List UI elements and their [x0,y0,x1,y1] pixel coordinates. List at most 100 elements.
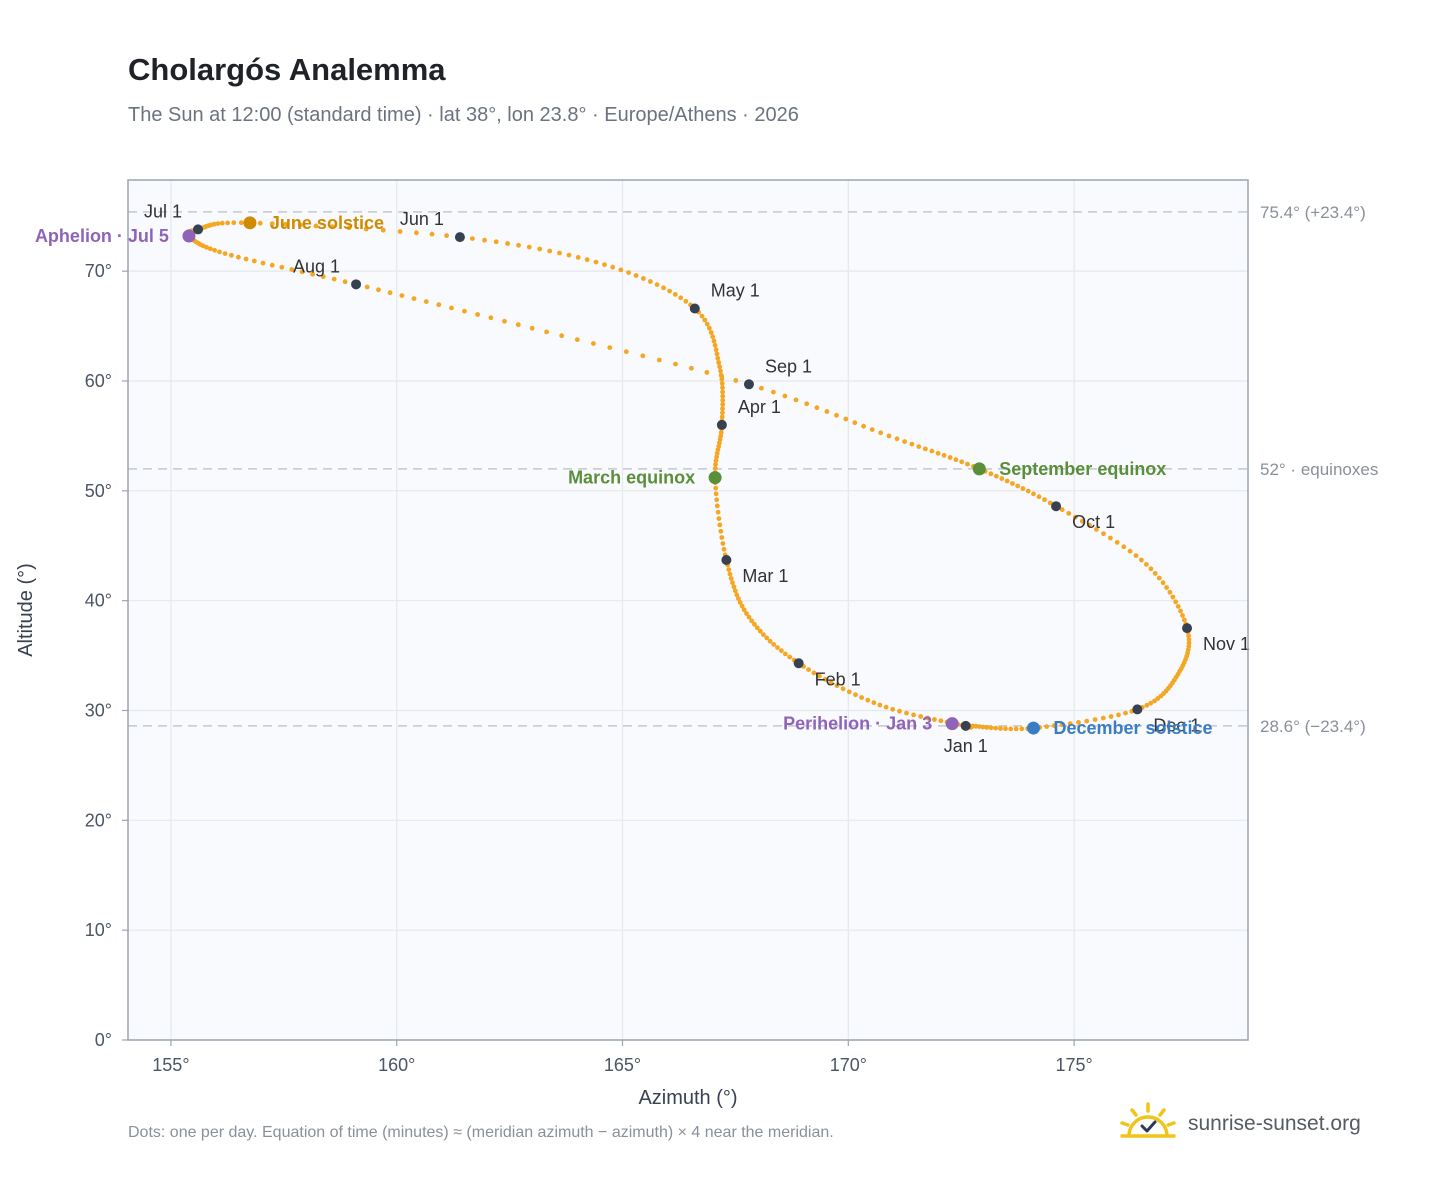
daily-sun-dot [739,603,745,609]
month-marker-label: Jul 1 [144,201,182,221]
daily-sun-dot [219,220,225,226]
daily-sun-dot [376,287,381,293]
daily-sun-dot [363,226,369,232]
daily-sun-dot [444,233,449,239]
daily-sun-dot [712,466,718,471]
daily-sun-dot [916,444,922,449]
month-marker-label: Oct 1 [1072,512,1115,532]
daily-sun-dot [980,724,986,730]
month-marker-label: Mar 1 [742,566,788,586]
month-marker-label: Dec 1 [1153,715,1200,735]
daily-sun-dot [726,567,732,572]
daily-sun-dot [932,717,937,722]
daily-sun-dot [886,433,892,439]
daily-sun-dot [557,250,562,256]
daily-sun-dot [719,414,725,420]
daily-sun-dot [720,541,726,546]
daily-sun-dot [1152,571,1158,576]
daily-sun-dot [610,264,616,270]
daily-sun-dot [236,254,241,260]
daily-sun-dot [994,473,999,479]
daily-sun-dot [718,368,723,374]
daily-sun-dot [1156,575,1162,581]
daily-sun-dot [869,427,875,432]
daily-sun-dot [749,618,754,624]
daily-sun-dot [1180,613,1185,618]
y-tick-label: 0° [95,1030,112,1050]
daily-sun-dot [1167,589,1173,595]
daily-sun-dot [713,485,719,491]
daily-sun-dot [716,360,722,365]
y-axis-title: Altitude (°) [15,563,37,657]
daily-sun-dot [721,546,727,552]
daily-sun-dot [1059,722,1065,728]
daily-sun-dot [782,393,788,399]
daily-sun-dot [641,276,646,281]
daily-sun-dot [559,333,565,339]
daily-sun-dot [516,242,521,248]
analemma-curve [184,220,1192,732]
daily-sun-dot [505,241,510,246]
daily-sun-dot [999,476,1005,481]
daily-sun-dot [1148,566,1154,572]
plot-border [127,179,1249,1041]
daily-sun-dot [843,416,849,422]
daily-sun-dot [222,251,228,256]
daily-sun-dot [1031,491,1036,497]
daily-sun-dot [737,600,743,605]
daily-sun-dot [787,654,793,660]
footnote: Dots: one per day. Equation of time (min… [128,1124,834,1141]
month-marker-label: Sep 1 [765,356,812,376]
daily-sun-dot [1067,721,1073,726]
daily-sun-dot [1116,712,1121,718]
daily-sun-dot [1186,633,1191,639]
daily-sun-dot [584,257,590,263]
daily-sun-dot [699,313,705,319]
event-marker-label: December solstice [1053,718,1212,738]
daily-sun-dot [707,325,712,331]
event-marker-label: September equinox [999,459,1166,479]
daily-sun-dot [640,353,646,359]
daily-sun-dot [764,635,770,641]
daily-sun-dot [251,258,257,264]
daily-sun-dot [257,220,263,226]
daily-sun-dot [909,441,915,447]
daily-sun-dot [633,273,639,278]
daily-sun-dot [1170,594,1176,600]
daily-sun-dot [1178,608,1183,614]
event-marker-dot [972,462,986,476]
daily-sun-dot [397,229,403,234]
daily-sun-dot [714,497,720,503]
daily-sun-dot [1127,548,1133,554]
daily-sun-dot [591,341,596,346]
daily-sun-dot [714,454,719,460]
daily-sun-dot [783,651,788,657]
daily-sun-dot [708,330,714,335]
daily-sun-dot [667,288,672,294]
daily-sun-dot [713,458,719,463]
daily-sun-dot [720,393,726,399]
reference-line-label: 52° · equinoxes [1260,460,1378,479]
daily-sun-dot [728,576,734,581]
daily-sun-dot [515,322,521,328]
daily-sun-dot [771,642,777,647]
daily-sun-dot [711,338,717,344]
daily-sun-dot [1015,483,1021,489]
daily-sun-dot [897,708,902,714]
daily-sun-dot [623,349,629,355]
month-markers: Jan 1 Feb 1 Mar 1 Apr 1 May 1 Jun 1 Jul 1 Aug 1… [144,201,1250,755]
daily-sun-dot [488,315,494,321]
x-tick-label: 170° [830,1055,867,1075]
daily-sun-dot [834,683,840,689]
event-marker-label: June solstice [270,213,384,233]
event-marker-dot [243,216,257,230]
daily-sun-dot [1092,717,1098,722]
y-tick-label: 50° [85,481,112,501]
daily-sun-dot [746,614,752,620]
brand-link[interactable]: sunrise-sunset.org [1120,1101,1361,1146]
daily-sun-dot [654,282,660,287]
chart-title: Cholargós Analemma [128,52,446,87]
daily-sun-dot [757,628,763,634]
daily-sun-dot [702,317,708,323]
daily-sun-dot [720,406,725,412]
